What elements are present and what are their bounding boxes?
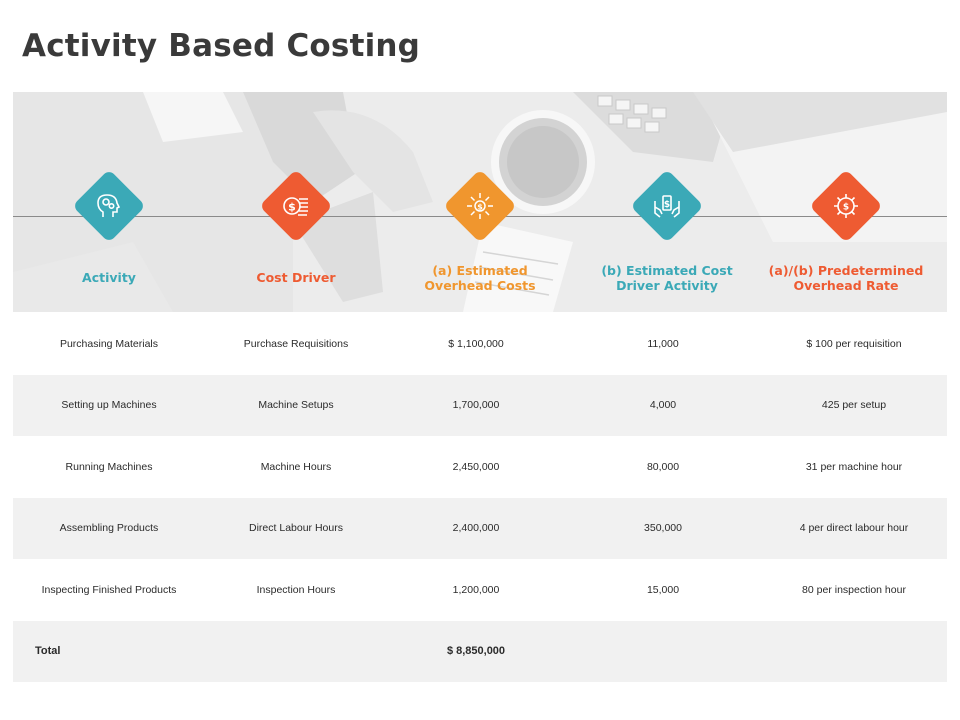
cell-overhead: 1,200,000 <box>452 583 500 596</box>
gear-dollar-icon: $ <box>821 181 871 231</box>
cell-activity: Setting up Machines <box>61 399 157 412</box>
cell-overhead: 2,450,000 <box>452 460 500 473</box>
costing-table: Purchasing Materials Purchase Requisitio… <box>13 313 947 682</box>
svg-text:$: $ <box>664 200 670 210</box>
table-row: Assembling Products Direct Labour Hours … <box>13 497 947 559</box>
step-label-text: Cost Driver <box>256 270 336 285</box>
cell-activity: Running Machines <box>65 460 153 473</box>
cell-cost-driver: Machine Setups <box>258 399 334 412</box>
cell-activity: Inspecting Finished Products <box>41 583 177 596</box>
table-row: Inspecting Finished Products Inspection … <box>13 559 947 621</box>
cell-overhead: 1,700,000 <box>452 399 500 412</box>
total-label: Total <box>35 645 61 657</box>
cell-overhead: $ 1,100,000 <box>448 337 504 350</box>
cell-rate: 4 per direct labour hour <box>799 522 909 535</box>
cell-driver-activity: 11,000 <box>647 337 679 350</box>
cell-rate: 425 per setup <box>821 399 887 412</box>
svg-text:$: $ <box>477 203 483 212</box>
head-gears-icon <box>84 181 134 231</box>
coins-dollar-icon: $ <box>271 181 321 231</box>
cell-rate: $ 100 per requisition <box>806 337 902 350</box>
step-label: (b) Estimated Cost Driver Activity <box>572 263 762 293</box>
dollar-burst-icon: $ <box>455 181 505 231</box>
cell-driver-activity: 350,000 <box>644 522 682 535</box>
desk-photo-background <box>13 92 947 312</box>
cell-cost-driver: Purchase Requisitions <box>243 337 349 350</box>
step-label-line1: (a)/(b) Predetermined <box>768 263 924 278</box>
cell-activity: Assembling Products <box>59 522 159 535</box>
table-row: Setting up Machines Machine Setups 1,700… <box>13 374 947 436</box>
cell-activity: Purchasing Materials <box>59 337 159 350</box>
page-title: Activity Based Costing <box>22 28 421 64</box>
cell-driver-activity: 80,000 <box>646 460 680 473</box>
step-label: Cost Driver <box>201 270 391 285</box>
cell-overhead: 2,400,000 <box>452 522 500 535</box>
step-label-line2: Overhead Rate <box>793 278 899 293</box>
step-label: (a) Estimated Overhead Costs <box>385 263 575 293</box>
step-label-line2: Driver Activity <box>616 278 718 293</box>
step-label-line1: (b) Estimated Cost <box>601 263 733 278</box>
cell-cost-driver: Machine Hours <box>260 460 332 473</box>
step-activity: Activity <box>14 169 204 312</box>
cell-rate: 80 per inspection hour <box>802 583 906 596</box>
cell-driver-activity: 4,000 <box>649 399 677 412</box>
table-row: Running Machines Machine Hours 2,450,000… <box>13 436 947 498</box>
cell-cost-driver: Direct Labour Hours <box>249 522 343 535</box>
header-banner: Activity $ Cost Driver $ (a) Estimated <box>13 92 947 312</box>
table-row: Purchasing Materials Purchase Requisitio… <box>13 313 947 375</box>
step-cost-driver: $ Cost Driver <box>201 169 391 312</box>
step-label: (a)/(b) Predetermined Overhead Rate <box>751 263 941 293</box>
cell-driver-activity: 15,000 <box>646 583 680 596</box>
svg-text:$: $ <box>843 203 849 213</box>
hands-dollar-icon: $ <box>642 181 692 231</box>
step-label-line1: (a) Estimated <box>432 263 528 278</box>
total-value: $ 8,850,000 <box>446 645 506 657</box>
step-label-line2: Overhead Costs <box>424 278 536 293</box>
step-predetermined-overhead-rate: $ (a)/(b) Predetermined Overhead Rate <box>751 169 941 312</box>
cell-cost-driver: Inspection Hours <box>256 583 336 596</box>
total-row: Total $ 8,850,000 <box>13 620 947 682</box>
cell-rate: 31 per machine hour <box>805 460 903 473</box>
step-label: Activity <box>14 270 204 285</box>
step-label-text: Activity <box>82 270 136 285</box>
step-estimated-cost-driver-activity: $ (b) Estimated Cost Driver Activity <box>572 169 762 312</box>
step-estimated-overhead-costs: $ (a) Estimated Overhead Costs <box>385 169 575 312</box>
svg-text:$: $ <box>288 201 296 214</box>
